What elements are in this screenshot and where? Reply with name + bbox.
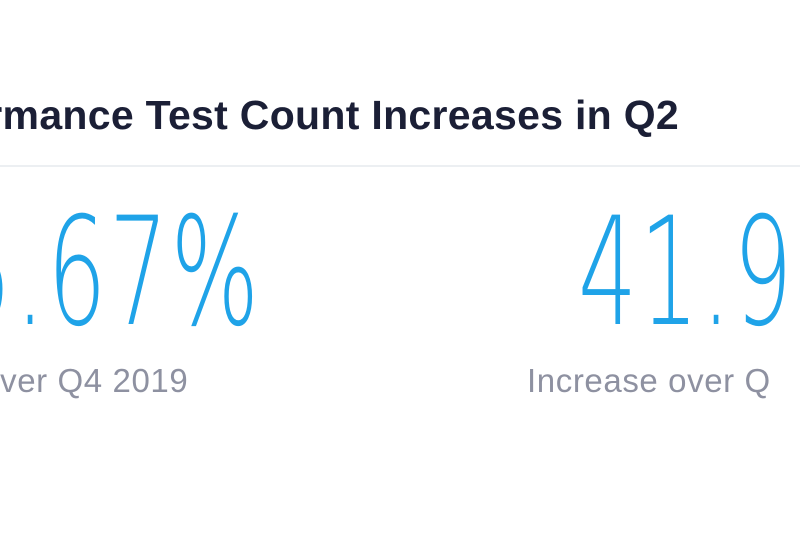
stat-value-left: 45.67% [0, 186, 262, 360]
stat-value-right: 41.96% [578, 186, 800, 360]
divider [0, 165, 800, 167]
headline: Performance Test Count Increases in Q2 [0, 92, 680, 138]
stat-label-right: Increase over Q [527, 362, 771, 399]
stat-label-left: Increase over Q4 2019 [0, 362, 189, 399]
